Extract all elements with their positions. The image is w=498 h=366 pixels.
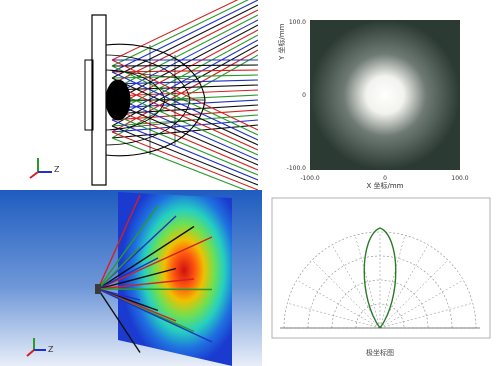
ray-line [97,247,141,290]
axis-triad-icon: Z [26,338,54,357]
polar-grid-spoke [311,259,381,329]
ray-line [111,137,247,190]
ray-line [111,95,258,161]
polar-plot-canvas: 极坐标图 [271,197,491,357]
ray-line [97,225,195,290]
polar-grid-ring [331,279,429,329]
illuminance-plane [118,192,232,366]
ray-line [111,89,258,156]
irradiance-x-tick: 0 [383,175,387,182]
ray-line [111,113,258,176]
ray-trace-panel: Z [0,0,258,190]
ray-line [97,257,159,290]
irradiance-canvas: Y 坐标/mm 100.0 0 -100.0 -100.0 0 100.0 X … [277,19,469,190]
light-source [95,284,101,294]
polar-grid-spoke [379,259,449,329]
lamp-housing [84,14,206,186]
ray-line [97,288,213,343]
axis-label-z: Z [48,345,54,354]
ray-line [111,119,258,181]
rays-3d [97,194,213,353]
ray-line [97,278,195,290]
polar-grid-spoke [379,279,464,329]
axis-triad-icon: Z [29,158,60,179]
ray-line [111,71,258,141]
ray-line [97,205,159,290]
ray-line [111,83,258,151]
illuminance-3d-panel: Z [0,190,262,366]
irradiance-y-tick: 0 [302,92,306,99]
ray-trace-canvas: Z [29,0,258,190]
irradiance-map [310,20,460,170]
polar-plot-caption: 极坐标图 [366,348,394,357]
ray-line [111,107,258,171]
ray-line [97,267,177,290]
ray-line [97,288,141,353]
ray-line [111,77,258,146]
ray-line [111,59,258,131]
irradiance-y-tick: -100.0 [287,165,307,172]
irradiance-y-tick: 100.0 [289,19,306,26]
polar-plot-frame [271,197,491,339]
irradiance-x-axis-label: X 坐标/mm [366,181,403,190]
ray-line [111,0,239,61]
ray-line [111,65,258,136]
illuminance-3d-canvas: Z [0,190,262,366]
polar-curve [363,227,397,329]
polar-distribution-curve [363,227,397,329]
polar-grid-ring [355,303,405,329]
polar-plot-panel: 极坐标图 [262,190,498,366]
irradiance-x-tick: -100.0 [300,175,320,182]
ray-line [111,101,258,166]
rays [111,0,258,190]
irradiance-panel: Y 坐标/mm 100.0 0 -100.0 -100.0 0 100.0 X … [258,0,498,190]
ray-line [97,236,213,290]
axis-label-z: Z [54,165,60,174]
ray-line [97,194,141,290]
ray-line [111,125,258,186]
ray-line [111,0,249,67]
irradiance-x-tick: 100.0 [451,175,468,182]
irradiance-y-axis-label: Y 坐标/mm [277,23,286,61]
polar-grid-ring [283,231,477,329]
ray-line [97,288,213,291]
